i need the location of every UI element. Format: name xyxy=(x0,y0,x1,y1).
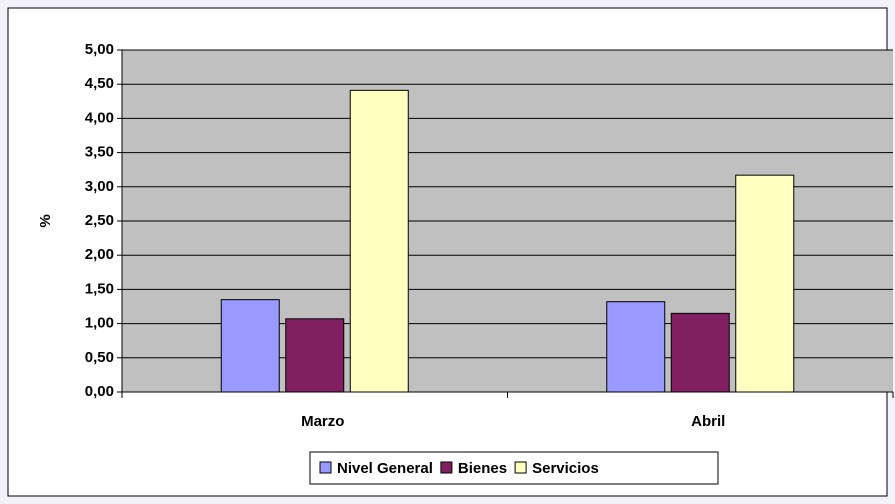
y-tick-label: 5,00 xyxy=(85,41,114,58)
legend-label: Servicios xyxy=(532,460,599,477)
bar xyxy=(220,299,280,393)
y-tick-label: 1,50 xyxy=(85,280,114,297)
legend-swatch xyxy=(514,461,527,474)
legend-swatch xyxy=(440,461,453,474)
x-tick-label: Marzo xyxy=(301,413,344,430)
y-axis-label: % xyxy=(37,214,54,227)
bar xyxy=(285,318,345,393)
legend-label: Nivel General xyxy=(337,460,433,477)
y-tick-label: 4,00 xyxy=(85,109,114,126)
bar xyxy=(670,312,730,393)
legend-box xyxy=(309,451,719,485)
legend-label: Bienes xyxy=(458,460,507,477)
bar xyxy=(735,174,795,393)
x-tick-label: Abril xyxy=(691,413,725,430)
y-tick-label: 2,00 xyxy=(85,246,114,263)
legend-swatch xyxy=(319,461,332,474)
y-tick-label: 2,50 xyxy=(85,212,114,229)
y-tick-label: 3,00 xyxy=(85,178,114,195)
y-tick-label: 4,50 xyxy=(85,75,114,92)
y-tick-label: 0,50 xyxy=(85,349,114,366)
y-tick-label: 0,00 xyxy=(85,383,114,400)
y-tick-label: 1,00 xyxy=(85,315,114,332)
y-tick-label: 3,50 xyxy=(85,144,114,161)
bar xyxy=(606,301,666,393)
bar xyxy=(349,89,409,393)
